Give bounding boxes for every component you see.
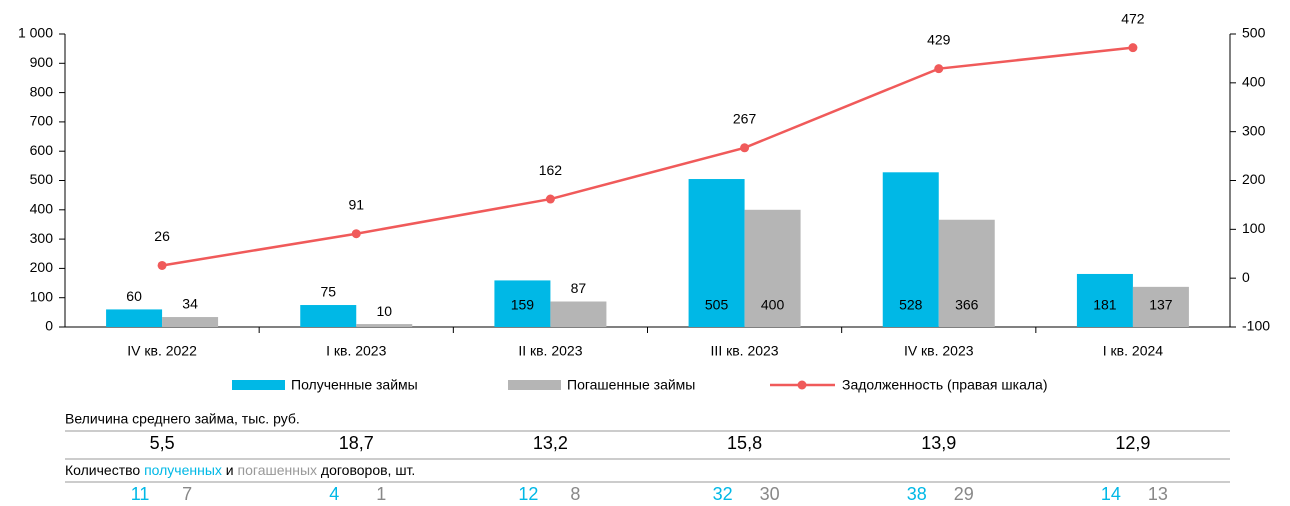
table-cell: 12,9 bbox=[1115, 433, 1150, 453]
legend-swatch bbox=[232, 380, 285, 390]
repaid-count: 7 bbox=[182, 484, 192, 504]
table-cell: 15,8 bbox=[727, 433, 762, 453]
x-tick-label: IV кв. 2022 bbox=[127, 343, 197, 359]
y-tick-label: 0 bbox=[45, 318, 53, 334]
bar bbox=[356, 324, 413, 327]
line-point bbox=[934, 64, 944, 74]
x-tick-label: II кв. 2023 bbox=[518, 343, 582, 359]
line-label: 162 bbox=[539, 162, 563, 178]
y-tick-label: 800 bbox=[30, 83, 54, 99]
line bbox=[161, 46, 1134, 267]
repaid-count: 1 bbox=[376, 484, 386, 504]
bar-label: 137 bbox=[1149, 297, 1173, 313]
bar-label: 159 bbox=[511, 297, 535, 313]
repaid-count: 29 bbox=[954, 484, 974, 504]
bar-label: 181 bbox=[1093, 297, 1117, 313]
received-count: 32 bbox=[713, 484, 733, 504]
repaid-count: 8 bbox=[570, 484, 580, 504]
y-tick-label: 500 bbox=[30, 171, 54, 187]
bar bbox=[162, 317, 219, 327]
table-header: Количество полученных и погашенных догов… bbox=[65, 462, 415, 478]
line-point bbox=[157, 260, 167, 270]
bar bbox=[1076, 273, 1133, 327]
bar bbox=[688, 179, 745, 327]
y2-tick-label: 300 bbox=[1242, 122, 1266, 138]
bar-label: 87 bbox=[571, 280, 587, 296]
bar bbox=[106, 309, 163, 327]
received-count: 38 bbox=[907, 484, 927, 504]
legend-swatch bbox=[508, 380, 561, 390]
y-tick-label: 600 bbox=[30, 142, 54, 158]
received-count: 11 bbox=[131, 484, 150, 504]
header-part: Количество bbox=[65, 462, 144, 478]
y2-tick-label: 500 bbox=[1242, 25, 1266, 41]
bar bbox=[1132, 286, 1189, 327]
legend-label: Полученные займы bbox=[291, 377, 418, 393]
line-label: 429 bbox=[927, 31, 951, 47]
bar bbox=[938, 219, 995, 327]
bar bbox=[550, 301, 607, 327]
table-cell: 5,5 bbox=[150, 433, 175, 453]
y-tick-label: 400 bbox=[30, 201, 54, 217]
bar-label: 400 bbox=[761, 297, 785, 313]
y2-tick-label: 400 bbox=[1242, 74, 1266, 90]
table-header: Величина среднего займа, тыс. руб. bbox=[65, 411, 300, 427]
line-point bbox=[351, 229, 361, 239]
line-label: 26 bbox=[154, 228, 170, 244]
y-tick-label: 100 bbox=[30, 288, 54, 304]
line-label: 267 bbox=[733, 110, 757, 126]
bar bbox=[882, 172, 939, 327]
x-tick-label: I кв. 2024 bbox=[1103, 343, 1163, 359]
bar-label: 75 bbox=[320, 284, 336, 300]
y-tick-label: 700 bbox=[30, 113, 54, 129]
received-count: 4 bbox=[329, 484, 339, 504]
repaid-count: 13 bbox=[1148, 484, 1168, 504]
header-part: договоров, шт. bbox=[317, 462, 415, 478]
y-tick-label: 900 bbox=[30, 54, 54, 70]
repaid-count: 30 bbox=[760, 484, 780, 504]
line-label: 91 bbox=[348, 196, 364, 212]
bar-label: 34 bbox=[182, 296, 198, 312]
y-tick-label: 300 bbox=[30, 230, 54, 246]
legend-label: Задолженность (правая шкала) bbox=[842, 377, 1047, 393]
header-part: погашенных bbox=[238, 462, 318, 478]
line-point bbox=[545, 194, 555, 204]
x-tick-label: IV кв. 2023 bbox=[904, 343, 974, 359]
y-tick-label: 1 000 bbox=[18, 25, 53, 41]
y2-tick-label: 100 bbox=[1242, 220, 1266, 236]
legend-label: Погашенные займы bbox=[567, 377, 695, 393]
x-tick-label: I кв. 2023 bbox=[326, 343, 386, 359]
x-tick-label: III кв. 2023 bbox=[711, 343, 779, 359]
received-count: 12 bbox=[518, 484, 538, 504]
bar-label: 10 bbox=[376, 303, 392, 319]
bar bbox=[744, 209, 801, 327]
table-cell: 18,7 bbox=[339, 433, 374, 453]
received-count: 14 bbox=[1101, 484, 1121, 504]
bar-label: 60 bbox=[126, 288, 142, 304]
line-label: 472 bbox=[1121, 10, 1145, 26]
line-point bbox=[740, 143, 750, 153]
header-part: полученных bbox=[144, 462, 222, 478]
bar bbox=[494, 280, 551, 327]
line-point bbox=[1128, 43, 1138, 53]
y2-tick-label: 200 bbox=[1242, 171, 1266, 187]
table-cell: 13,2 bbox=[533, 433, 568, 453]
y-tick-label: 200 bbox=[30, 259, 54, 275]
bar-label: 528 bbox=[899, 297, 923, 313]
table-cell: 13,9 bbox=[921, 433, 956, 453]
legend-marker bbox=[797, 380, 807, 390]
bar bbox=[300, 305, 357, 327]
y2-tick-label: 0 bbox=[1242, 269, 1250, 285]
header-part: и bbox=[222, 462, 238, 478]
bar-label: 505 bbox=[705, 297, 729, 313]
y2-tick-label: -100 bbox=[1242, 318, 1270, 334]
bar-label: 366 bbox=[955, 297, 979, 313]
